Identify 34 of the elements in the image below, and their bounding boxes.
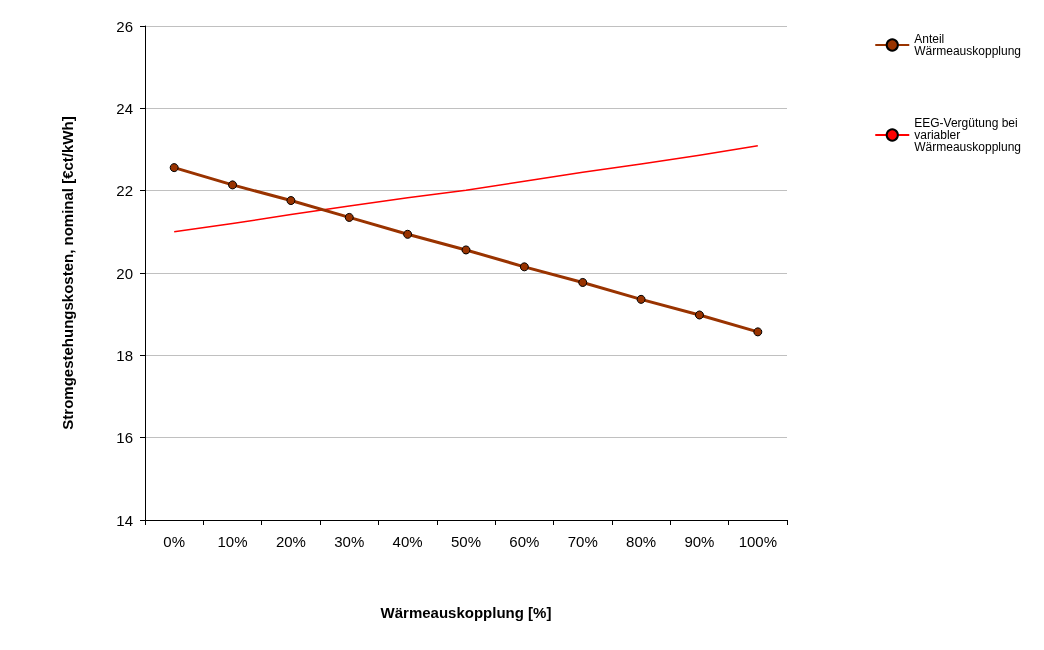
point xyxy=(753,327,763,337)
point xyxy=(403,229,413,239)
x-tick-label: 40% xyxy=(392,533,423,550)
line-series xyxy=(173,145,759,233)
y-tick-label: 20 xyxy=(116,264,133,282)
point xyxy=(694,310,704,320)
x-tick-label: 90% xyxy=(684,533,715,550)
point xyxy=(228,180,238,190)
x-tick-label: 20% xyxy=(275,533,306,550)
point xyxy=(519,262,529,272)
point xyxy=(461,245,471,255)
y-axis-title: Stromgestehungskosten, nominal [€ct/kWh] xyxy=(59,116,76,430)
y-tick-label: 26 xyxy=(116,17,133,35)
x-tick-label: 60% xyxy=(509,533,540,550)
x-tick-label: 80% xyxy=(626,533,657,550)
y-tick-label: 22 xyxy=(116,182,133,200)
x-tick-label: 100% xyxy=(738,533,778,550)
y-tick-label: 18 xyxy=(116,346,133,364)
point xyxy=(578,277,588,287)
legend-label: Anteil Wärmeauskopplung xyxy=(914,32,1021,58)
legend-label: EEG-Vergütung bei variabler Wärmeauskopplung xyxy=(914,116,1021,154)
y-tick-label: 14 xyxy=(116,511,133,529)
point xyxy=(344,212,354,222)
x-tick-label: 0% xyxy=(163,533,186,550)
x-tick-label: 30% xyxy=(334,533,365,550)
point xyxy=(169,163,179,173)
x-tick-label: 10% xyxy=(217,533,248,550)
point xyxy=(286,196,296,206)
x-tick-label: 70% xyxy=(567,533,598,550)
y-tick-label: 24 xyxy=(116,99,133,117)
x-axis-title: Wärmeauskopplung [%] xyxy=(380,604,552,621)
x-tick-label: 50% xyxy=(450,533,482,550)
point xyxy=(636,294,646,304)
y-tick-label: 16 xyxy=(116,429,133,447)
